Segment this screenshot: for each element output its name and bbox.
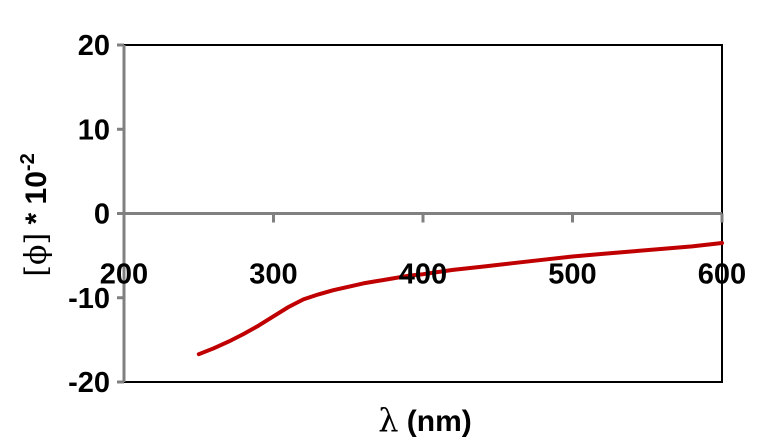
y-axis-title: [ϕ] * 10-2 xyxy=(17,153,54,276)
tick-labels: -20 -10 0 10 20 200 300 400 500 600 xyxy=(68,30,746,399)
y-axis-symbol: ϕ xyxy=(19,245,54,265)
y-tick-label: -20 xyxy=(68,367,110,399)
y-axis-bracket-close: ] xyxy=(19,233,54,245)
y-tick-label: 0 xyxy=(94,199,110,231)
x-tick-label: 200 xyxy=(100,259,148,291)
series-line xyxy=(196,241,724,357)
axis-ticks xyxy=(117,43,724,384)
y-tick-label: 20 xyxy=(78,30,110,62)
x-tick-label: 500 xyxy=(548,259,596,291)
x-axis-unit: (nm) xyxy=(398,405,471,438)
y-tick-label: -10 xyxy=(68,283,110,315)
x-axis-title: λ (nm) xyxy=(378,401,472,439)
x-tick-label: 300 xyxy=(249,259,297,291)
y-axis-multiplier: * 10 xyxy=(20,171,53,233)
x-tick-label: 400 xyxy=(399,259,447,291)
x-tick-label: 600 xyxy=(698,259,746,291)
series-group xyxy=(196,241,724,357)
x-axis-symbol: λ xyxy=(378,401,398,439)
y-axis-bracket-open: [ xyxy=(19,265,54,277)
y-axis-exponent: -2 xyxy=(17,153,39,171)
y-tick-label: 10 xyxy=(78,114,110,146)
